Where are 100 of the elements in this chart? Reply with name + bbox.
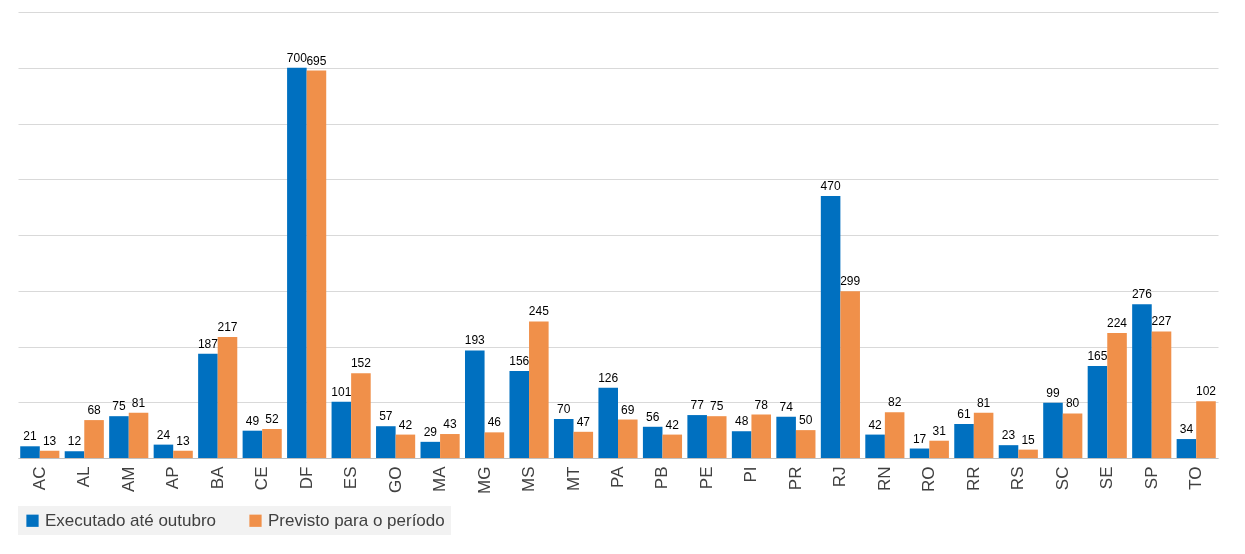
- bar: [509, 371, 530, 458]
- x-tick-label: RO: [919, 466, 939, 492]
- data-label: 12: [67, 434, 82, 449]
- data-label: 299: [840, 274, 861, 289]
- x-tick-label: BA: [207, 465, 227, 490]
- bar: [331, 401, 352, 458]
- data-label: 82: [887, 395, 902, 410]
- x-tick-label: PE: [696, 466, 716, 490]
- bar: [573, 431, 594, 458]
- bar: [109, 416, 129, 458]
- bar: [529, 321, 549, 458]
- x-tick-label: MT: [563, 466, 583, 492]
- data-label: 52: [265, 412, 279, 427]
- data-label: 46: [487, 415, 502, 430]
- bar: [351, 373, 371, 458]
- data-label: 227: [1151, 314, 1172, 329]
- data-label: 24: [156, 427, 171, 442]
- x-tick-label: RR: [963, 466, 983, 492]
- bar: [795, 430, 816, 458]
- x-tick-label: CE: [252, 466, 272, 491]
- data-label: 43: [443, 417, 457, 432]
- legend-label: Executado até outubro: [45, 510, 217, 530]
- bar: [173, 450, 193, 458]
- data-label: 126: [598, 370, 619, 385]
- x-tick-label: ES: [341, 466, 361, 490]
- x-tick-label: PB: [652, 466, 672, 490]
- data-label: 276: [1131, 287, 1153, 302]
- data-label: 70: [557, 401, 571, 416]
- data-label: 48: [734, 414, 749, 429]
- data-label: 34: [1179, 422, 1194, 437]
- data-label: 29: [423, 424, 438, 439]
- x-tick-label: SE: [1097, 466, 1117, 490]
- bar: [420, 441, 441, 458]
- bar: [731, 431, 752, 458]
- data-label: 42: [868, 417, 883, 432]
- data-label: 69: [621, 402, 635, 417]
- x-tick-label: MS: [519, 466, 539, 492]
- bar: [973, 412, 994, 458]
- x-tick-label: RN: [874, 466, 894, 492]
- data-label: 56: [646, 409, 660, 424]
- bar: [242, 430, 263, 458]
- bar: [840, 291, 860, 458]
- data-label: 101: [331, 384, 352, 399]
- bar: [1176, 439, 1197, 458]
- x-tick-label: TO: [1186, 466, 1206, 490]
- bar: [198, 353, 218, 458]
- x-tick-label: PR: [785, 466, 805, 491]
- data-label: 81: [131, 395, 146, 410]
- data-label: 50: [799, 413, 813, 428]
- data-label: 47: [576, 414, 591, 429]
- data-label: 31: [932, 423, 947, 438]
- bar: [39, 450, 60, 458]
- legend-label: Previsto para o período: [268, 510, 445, 530]
- data-label: 13: [42, 433, 57, 448]
- bar: [1062, 413, 1083, 458]
- data-label: 152: [350, 356, 372, 371]
- bar: [153, 444, 174, 458]
- bar: [1151, 331, 1172, 458]
- bar: [465, 350, 485, 458]
- data-label: 102: [1195, 384, 1217, 399]
- data-label: 217: [217, 320, 238, 335]
- bar: [1196, 401, 1216, 458]
- data-label: 68: [87, 403, 102, 418]
- bar: [64, 451, 85, 458]
- bar: [84, 420, 104, 458]
- data-label: 187: [197, 336, 219, 351]
- x-tick-label: MA: [430, 465, 450, 492]
- bar: [262, 429, 282, 458]
- data-label: 42: [665, 417, 680, 432]
- data-label: 13: [176, 433, 191, 448]
- bar: [1132, 304, 1152, 458]
- bar: [306, 70, 327, 458]
- data-label: 15: [1021, 432, 1036, 447]
- data-label: 165: [1087, 349, 1108, 364]
- data-label: 81: [976, 395, 991, 410]
- x-tick-label: MG: [474, 466, 494, 494]
- data-label: 21: [23, 429, 37, 444]
- data-label: 695: [306, 53, 327, 68]
- bar: [884, 412, 905, 458]
- data-label: 61: [957, 406, 972, 421]
- bar: [1043, 402, 1063, 458]
- data-label: 57: [379, 409, 393, 424]
- bar: [287, 67, 307, 458]
- bar: [376, 426, 396, 458]
- bar: [998, 445, 1019, 458]
- bar: [20, 446, 40, 458]
- x-tick-label: AC: [29, 466, 49, 491]
- data-label: 80: [1065, 396, 1080, 411]
- data-label: 245: [528, 304, 550, 319]
- x-tick-label: AP: [163, 466, 183, 490]
- bar: [706, 416, 727, 458]
- x-tick-label: SC: [1052, 466, 1072, 491]
- bar: [865, 434, 885, 458]
- bar: [440, 434, 460, 458]
- x-tick-label: SP: [1141, 466, 1161, 490]
- x-tick-label: PA: [608, 465, 627, 488]
- data-label: 224: [1107, 316, 1128, 331]
- data-label: 75: [112, 399, 126, 414]
- data-label: 42: [398, 417, 413, 432]
- bar: [1018, 449, 1038, 458]
